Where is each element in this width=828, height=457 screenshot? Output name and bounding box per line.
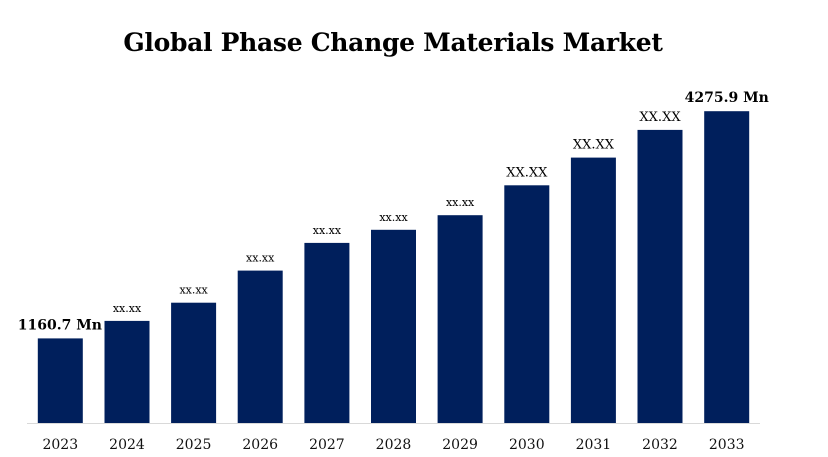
x-tick-label-2031: 2031 bbox=[576, 437, 612, 453]
x-tick-label-2027: 2027 bbox=[309, 437, 345, 453]
bar-2031 bbox=[570, 157, 616, 423]
data-label-2027: xx.xx bbox=[313, 224, 342, 237]
data-label-2026: xx.xx bbox=[246, 252, 275, 265]
data-label-2023: 1160.7 Mn bbox=[18, 317, 102, 333]
bar-2029 bbox=[437, 215, 483, 423]
data-label-2029: xx.xx bbox=[446, 196, 475, 209]
bar-2030 bbox=[504, 185, 550, 423]
x-tick-label-2026: 2026 bbox=[242, 437, 278, 453]
chart-title: Global Phase Change Materials Market bbox=[123, 28, 663, 57]
x-tick-label-2033: 2033 bbox=[709, 437, 745, 453]
data-label-2033: 4275.9 Mn bbox=[685, 90, 769, 106]
bar-2026 bbox=[237, 270, 283, 423]
data-label-2025: xx.xx bbox=[179, 284, 208, 297]
bar-2028 bbox=[371, 229, 416, 423]
x-tick-labels: 2023 2024 2025 2026 2027 2028 2029 2030 2031 2032… bbox=[42, 437, 744, 453]
x-tick-label-2029: 2029 bbox=[442, 437, 478, 453]
data-label-2030: XX.XX bbox=[506, 165, 548, 180]
x-tick-label-2030: 2030 bbox=[509, 437, 545, 453]
data-label-2024: xx.xx bbox=[113, 302, 142, 315]
x-tick-label-2028: 2028 bbox=[376, 437, 412, 453]
data-label-2032: XX.XX bbox=[639, 110, 681, 125]
data-labels-group: 1160.7 Mn xx.xx xx.xx xx.xx xx.xx xx.xx xx.xx X… bbox=[18, 90, 769, 333]
bar-2033 bbox=[704, 111, 750, 423]
data-label-2028: xx.xx bbox=[379, 211, 408, 224]
x-tick-label-2024: 2024 bbox=[109, 437, 145, 453]
x-tick-label-2023: 2023 bbox=[42, 437, 78, 453]
bars-group bbox=[37, 111, 750, 423]
bar-2023 bbox=[37, 338, 83, 423]
bar-2024 bbox=[104, 320, 150, 423]
bar-2027 bbox=[304, 242, 350, 423]
x-tick-label-2025: 2025 bbox=[176, 437, 212, 453]
bar-2025 bbox=[171, 302, 217, 423]
data-label-2031: XX.XX bbox=[573, 138, 615, 153]
x-tick-label-2032: 2032 bbox=[642, 437, 678, 453]
bar-2032 bbox=[637, 129, 683, 423]
